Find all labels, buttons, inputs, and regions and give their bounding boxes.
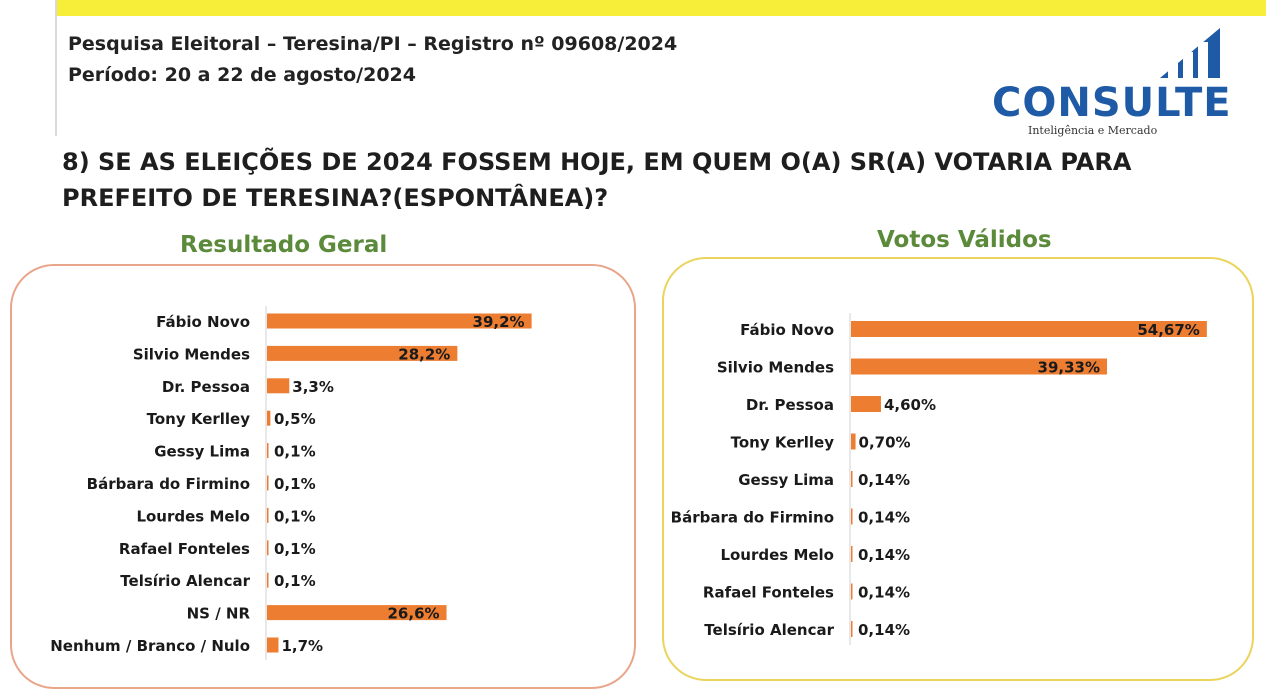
bar — [851, 583, 853, 600]
category-label: NS / NR — [187, 605, 251, 623]
bar — [267, 345, 458, 361]
bar — [851, 546, 853, 562]
left-chart-panel: Fábio Novo 39,2% Silvio Mendes 28,2% Dr. Pes… — [10, 264, 636, 689]
category-label: Fábio Novo — [740, 321, 834, 339]
bar — [267, 410, 271, 426]
category-label: Rafael Fonteles — [703, 584, 834, 602]
bar — [851, 321, 1207, 337]
data-label: 0,1% — [274, 475, 316, 493]
category-label: Gessy Lima — [738, 471, 834, 489]
consulte-logo-graphic: CONSULTE Inteligência e Mercado — [992, 28, 1231, 137]
data-label: 0,14% — [858, 546, 910, 564]
consulte-logo: CONSULTE Inteligência e Mercado — [990, 22, 1231, 140]
category-label: Gessy Lima — [154, 443, 250, 461]
data-label: 0,1% — [274, 443, 316, 461]
left-chart-title: Resultado Geral — [180, 232, 388, 258]
bar — [851, 358, 1108, 375]
bar — [267, 443, 269, 459]
logo-wordmark: CONSULTE — [992, 80, 1230, 126]
data-label: 28,2% — [398, 345, 450, 363]
category-label: Nenhum / Branco / Nulo — [50, 637, 250, 655]
left-bar-chart: Fábio Novo 39,2% Silvio Mendes 28,2% Dr. Pes… — [50, 306, 532, 660]
survey-period: Período: 20 a 22 de agosto/2024 — [68, 64, 417, 86]
data-label: 0,1% — [274, 540, 316, 558]
data-label: 0,14% — [858, 471, 910, 489]
category-label: Lourdes Melo — [720, 546, 834, 564]
data-label: 0,5% — [274, 410, 316, 428]
data-label: 54,67% — [1137, 321, 1199, 339]
data-label: 39,2% — [473, 313, 525, 331]
bar — [267, 605, 447, 621]
bar — [851, 396, 881, 412]
bar — [851, 508, 853, 525]
logo-tagline: Inteligência e Mercado — [1028, 124, 1158, 137]
bar — [851, 621, 853, 637]
data-label: 1,7% — [281, 637, 323, 655]
right-chart-title: Votos Válidos — [877, 227, 1052, 253]
data-label: 0,70% — [859, 434, 911, 452]
category-label: Tony Kerlley — [147, 410, 251, 428]
bar — [267, 475, 269, 491]
top-accent-bar — [56, 0, 1266, 16]
data-label: 39,33% — [1038, 359, 1100, 377]
data-label: 0,1% — [274, 572, 316, 590]
data-label: 3,3% — [292, 378, 334, 396]
category-label: Dr. Pessoa — [162, 378, 250, 396]
category-label: Bárbara do Firmino — [671, 509, 834, 527]
category-label: Tony Kerlley — [731, 434, 835, 452]
bar — [267, 540, 269, 556]
question-text: 8) SE AS ELEIÇÕES DE 2024 FOSSEM HOJE, E… — [62, 148, 1132, 212]
right-bar-chart: Fábio Novo 54,67% Silvio Mendes 39,33% Dr. P… — [671, 313, 1207, 645]
category-label: Bárbara do Firmino — [87, 475, 250, 493]
data-label: 0,14% — [858, 621, 910, 639]
bar — [267, 313, 532, 329]
category-label: Dr. Pessoa — [746, 396, 834, 414]
data-label: 26,6% — [388, 605, 440, 623]
data-label: 0,14% — [858, 509, 910, 527]
survey-title: Pesquisa Eleitoral – Teresina/PI – Regis… — [68, 33, 678, 55]
bar — [267, 637, 279, 653]
category-label: Fábio Novo — [156, 313, 250, 331]
bar — [267, 572, 269, 588]
category-label: Silvio Mendes — [717, 359, 834, 377]
category-label: Telsírio Alencar — [704, 621, 834, 639]
bar — [851, 471, 853, 487]
category-label: Lourdes Melo — [136, 507, 250, 525]
data-label: 4,60% — [884, 396, 936, 414]
data-label: 0,1% — [274, 507, 316, 525]
bar — [267, 378, 290, 394]
bar — [267, 507, 269, 523]
left-rule — [55, 0, 57, 136]
right-chart-panel: Fábio Novo 54,67% Silvio Mendes 39,33% Dr. P… — [662, 257, 1254, 681]
bar — [851, 433, 856, 450]
data-label: 0,14% — [858, 584, 910, 602]
category-label: Rafael Fonteles — [119, 540, 250, 558]
category-label: Telsírio Alencar — [120, 572, 250, 590]
category-label: Silvio Mendes — [133, 345, 250, 363]
